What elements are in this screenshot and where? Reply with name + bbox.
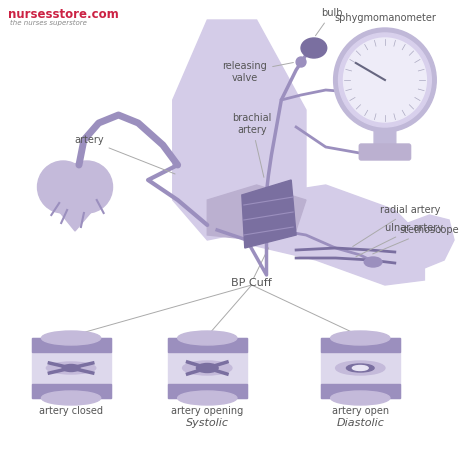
Text: artery opening: artery opening — [171, 406, 244, 416]
Text: BP Cuff: BP Cuff — [231, 278, 272, 288]
FancyBboxPatch shape — [168, 338, 247, 398]
Ellipse shape — [178, 391, 237, 405]
Text: releasing
valve: releasing valve — [222, 61, 293, 83]
Bar — [321, 384, 400, 398]
Text: Diastolic: Diastolic — [337, 418, 384, 428]
Bar — [321, 338, 400, 352]
Polygon shape — [252, 185, 424, 285]
Text: sphygmomanometer: sphygmomanometer — [334, 13, 436, 23]
Text: artery: artery — [74, 135, 175, 174]
Polygon shape — [173, 20, 306, 240]
FancyBboxPatch shape — [359, 144, 410, 160]
Text: stethoscope: stethoscope — [373, 225, 459, 254]
Ellipse shape — [46, 362, 96, 374]
Text: the nurses superstore: the nurses superstore — [10, 20, 87, 26]
Ellipse shape — [301, 38, 327, 58]
Bar — [32, 384, 110, 398]
FancyBboxPatch shape — [374, 129, 396, 149]
Circle shape — [344, 38, 427, 122]
Circle shape — [338, 33, 431, 127]
Text: ulnar artery: ulnar artery — [356, 223, 443, 257]
FancyBboxPatch shape — [321, 338, 400, 398]
Text: radial artery: radial artery — [353, 205, 440, 246]
FancyBboxPatch shape — [32, 338, 110, 398]
Circle shape — [296, 57, 306, 67]
Ellipse shape — [41, 391, 100, 405]
Bar — [168, 338, 247, 352]
Ellipse shape — [336, 361, 385, 375]
Polygon shape — [207, 185, 306, 240]
Bar — [168, 384, 247, 398]
Ellipse shape — [178, 331, 237, 345]
Text: Systolic: Systolic — [186, 418, 229, 428]
Polygon shape — [242, 180, 296, 248]
Bar — [32, 338, 110, 352]
Ellipse shape — [41, 331, 100, 345]
Ellipse shape — [62, 364, 80, 371]
Text: artery closed: artery closed — [39, 406, 103, 416]
Ellipse shape — [364, 257, 382, 267]
Ellipse shape — [346, 364, 374, 372]
Circle shape — [334, 28, 436, 132]
Polygon shape — [39, 187, 112, 231]
Text: brachial
artery: brachial artery — [232, 113, 272, 177]
Polygon shape — [400, 215, 454, 268]
Text: bulb: bulb — [316, 8, 342, 36]
Text: nursesstore.com: nursesstore.com — [8, 8, 118, 21]
Circle shape — [37, 161, 89, 213]
Ellipse shape — [352, 365, 368, 370]
Text: artery open: artery open — [332, 406, 389, 416]
Ellipse shape — [331, 331, 390, 345]
Ellipse shape — [196, 364, 218, 373]
Circle shape — [61, 161, 112, 213]
Ellipse shape — [331, 391, 390, 405]
Ellipse shape — [182, 361, 232, 375]
